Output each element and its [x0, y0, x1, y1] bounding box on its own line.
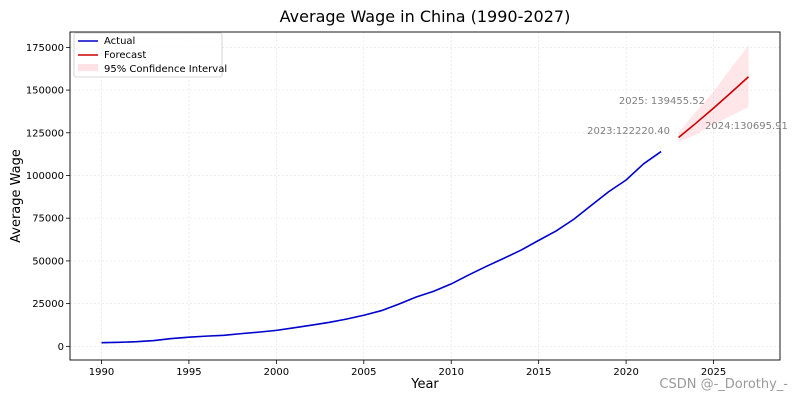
x-tick-label: 2025: [701, 367, 726, 378]
series-line-forecast: [678, 76, 750, 139]
legend-label-forecast: Forecast: [104, 50, 146, 61]
y-tick-label: 0: [58, 342, 64, 353]
watermark: CSDN @-_Dorothy_-: [659, 377, 788, 392]
x-tick-label: 1990: [89, 367, 114, 378]
annotations: 2023:122220.40 2024:130695.91 2025: 1394…: [587, 96, 788, 137]
x-tick-label: 2010: [439, 367, 464, 378]
x-tick-label: 2015: [526, 367, 551, 378]
y-axis-ticks: 0 25000 50000 75000 100000 125000 150000 175000: [26, 43, 70, 353]
legend: Actual Forecast 95% Confidence Interval: [73, 32, 227, 78]
y-tick-label: 75000: [32, 214, 64, 225]
legend-label-actual: Actual: [104, 36, 135, 47]
legend-label-ci: 95% Confidence Interval: [104, 64, 227, 75]
y-tick-label: 150000: [26, 86, 64, 97]
annotation-2023: 2023:122220.40: [587, 126, 670, 137]
y-axis-label: Average Wage: [9, 149, 24, 243]
confidence-band-layer: [678, 45, 749, 143]
legend-swatch-ci: [78, 64, 98, 71]
legend-box: [73, 32, 223, 78]
plot-frame: [69, 31, 781, 361]
x-axis-ticks: 1990 1995 2000 2005 2010 2015 2020 2025: [89, 360, 726, 378]
annotation-2025: 2025: 139455.52: [619, 96, 705, 107]
confidence-band: [678, 45, 749, 143]
y-tick-label: 125000: [26, 128, 64, 139]
x-tick-label: 2000: [264, 367, 289, 378]
x-axis-label: Year: [410, 377, 439, 392]
chart-title: Average Wage in China (1990-2027): [280, 7, 571, 26]
y-tick-label: 25000: [32, 299, 64, 310]
y-tick-label: 50000: [32, 256, 64, 267]
x-tick-label: 2005: [351, 367, 376, 378]
y-tick-label: 100000: [26, 171, 64, 182]
grid: [70, 32, 780, 360]
y-tick-label: 175000: [26, 43, 64, 54]
series-line-actual: [101, 150, 662, 344]
x-tick-label: 2020: [613, 367, 638, 378]
series-layer: [101, 76, 750, 344]
annotation-2024: 2024:130695.91: [705, 121, 788, 132]
x-tick-label: 1995: [176, 367, 201, 378]
